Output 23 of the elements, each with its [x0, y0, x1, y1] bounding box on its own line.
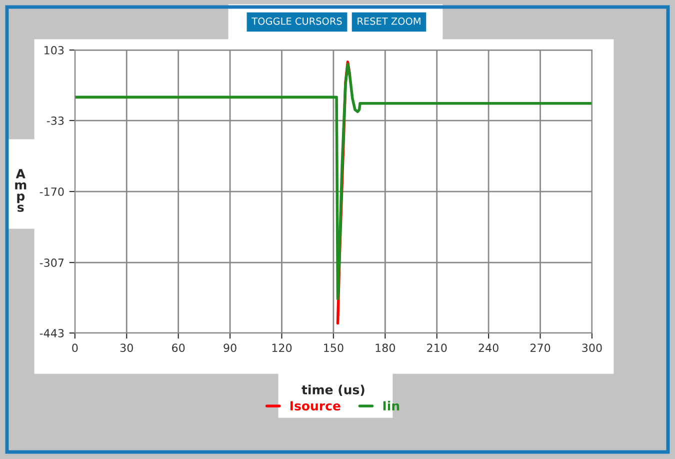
line-series — [74, 62, 592, 300]
y-tick-label: -307 — [40, 258, 64, 267]
y-tick-label: -170 — [40, 187, 64, 196]
x-tick-label: 300 — [582, 344, 602, 352]
x-tick-label: 150 — [324, 344, 344, 352]
legend-label: Iin — [383, 400, 400, 410]
x-tick-label: 60 — [172, 344, 185, 352]
legend-label: Isource — [290, 401, 340, 411]
x-tick-label: 270 — [530, 344, 550, 352]
x-tick-label: 120 — [272, 344, 292, 352]
x-axis-title: time (us) — [302, 384, 364, 396]
x-tick-label: 90 — [224, 344, 236, 352]
y-tick-label: -443 — [40, 328, 64, 338]
x-tick-label: 240 — [478, 344, 498, 352]
y-tick-label: -33 — [46, 116, 64, 125]
text: TOGGLE CURSORS — [252, 17, 342, 25]
x-tick-label: 210 — [427, 344, 447, 352]
x-tick-label: 30 — [120, 344, 133, 352]
y-tick-label: 103 — [44, 46, 64, 54]
x-tick-label: 180 — [376, 344, 396, 352]
text: RESET ZOOM — [358, 17, 420, 25]
y-axis-title: Amps — [15, 169, 26, 212]
x-tick-label: 0 — [72, 344, 78, 352]
